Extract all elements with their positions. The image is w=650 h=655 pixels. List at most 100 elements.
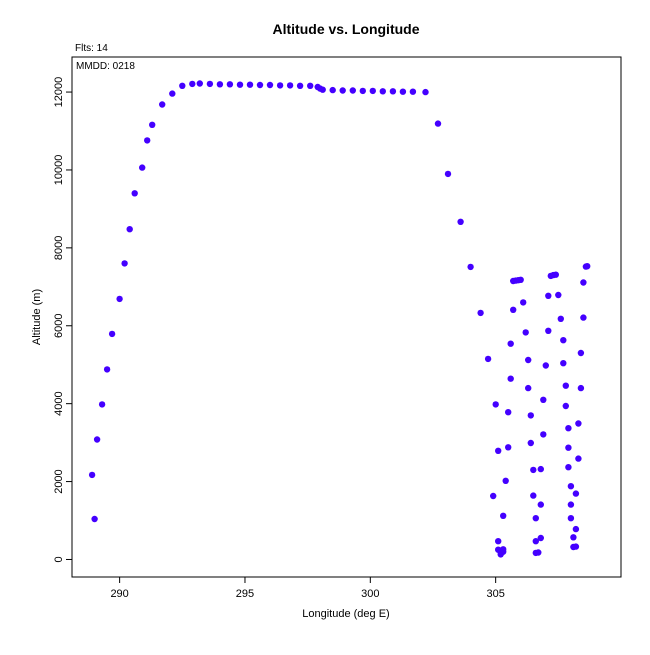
data-point — [542, 362, 549, 369]
data-point — [530, 466, 537, 474]
data-point — [422, 88, 429, 96]
data-point — [562, 382, 569, 389]
data-point — [505, 444, 512, 451]
data-point — [580, 314, 587, 321]
data-point — [552, 271, 559, 278]
x-tick-label: 305 — [486, 588, 504, 600]
data-point — [159, 101, 166, 108]
data-point — [266, 81, 274, 89]
data-point — [520, 299, 527, 306]
data-point — [196, 80, 203, 87]
data-point — [510, 306, 517, 313]
data-point — [527, 439, 534, 447]
data-point — [572, 490, 580, 497]
data-point — [226, 81, 234, 88]
data-point — [189, 80, 196, 88]
data-point — [492, 401, 499, 408]
data-point — [144, 137, 151, 144]
data-point — [179, 82, 186, 90]
data-point — [525, 384, 532, 392]
x-axis: 290 295 300 305 — [110, 576, 505, 600]
data-point — [540, 396, 547, 403]
data-points — [88, 80, 591, 558]
date-label: MMDD: 0218 — [76, 61, 135, 72]
y-tick-label: 8000 — [53, 236, 65, 260]
data-point — [329, 86, 336, 94]
data-point — [545, 292, 552, 299]
data-point — [246, 81, 254, 88]
y-tick-label: 4000 — [53, 391, 65, 415]
data-point — [565, 425, 572, 432]
data-point — [555, 291, 562, 299]
data-point — [409, 88, 417, 95]
data-point — [575, 420, 582, 427]
data-point — [484, 355, 492, 363]
data-point — [149, 121, 156, 128]
x-axis-label: Longitude (deg E) — [302, 608, 389, 620]
data-point — [206, 80, 214, 88]
data-point — [572, 525, 580, 533]
data-point — [495, 447, 502, 454]
data-point — [572, 543, 580, 550]
data-point — [399, 88, 407, 95]
data-point — [93, 436, 101, 443]
data-point — [256, 81, 264, 89]
y-axis: 0 2000 4000 6000 8000 10000 12000 — [53, 77, 73, 563]
data-point — [537, 465, 544, 473]
y-tick-label: 6000 — [53, 314, 65, 338]
data-point — [530, 492, 537, 499]
data-point — [126, 226, 133, 233]
data-point — [108, 330, 116, 338]
data-point — [562, 402, 569, 410]
data-point — [522, 329, 529, 336]
data-point — [525, 356, 532, 364]
data-point — [545, 327, 552, 334]
data-point — [500, 546, 507, 553]
data-point — [121, 260, 128, 267]
data-point — [467, 263, 474, 271]
data-point — [567, 501, 575, 508]
data-point — [577, 349, 585, 357]
data-point — [532, 515, 539, 522]
data-point — [507, 375, 514, 382]
data-point — [91, 515, 98, 523]
data-point — [565, 444, 572, 451]
data-point — [517, 276, 524, 283]
data-point — [236, 81, 244, 88]
data-point — [103, 366, 111, 373]
data-point — [389, 88, 397, 95]
data-point — [339, 87, 346, 94]
data-point — [444, 170, 452, 178]
data-point — [349, 87, 356, 94]
data-point — [319, 86, 326, 93]
data-point — [505, 409, 512, 416]
data-point — [540, 431, 547, 438]
data-point — [307, 82, 314, 90]
data-point — [527, 412, 534, 419]
y-tick-label: 10000 — [53, 155, 65, 186]
data-point — [502, 477, 509, 484]
data-point — [379, 88, 386, 95]
data-point — [359, 87, 366, 95]
data-point — [560, 337, 567, 344]
data-point — [577, 384, 585, 392]
data-point — [490, 492, 497, 500]
data-point — [434, 120, 442, 127]
chart-title: Altitude vs. Longitude — [273, 21, 420, 37]
x-tick-label: 300 — [361, 588, 379, 600]
flights-count-label: Flts: 14 — [75, 43, 108, 54]
data-point — [169, 90, 176, 97]
y-axis-label: Altitude (m) — [31, 289, 43, 345]
data-point — [557, 315, 564, 322]
x-tick-label: 290 — [110, 588, 128, 600]
data-point — [98, 401, 106, 408]
data-point — [296, 82, 304, 90]
data-point — [276, 82, 284, 89]
y-tick-label: 12000 — [53, 77, 65, 108]
data-point — [575, 455, 582, 462]
data-point — [565, 464, 572, 471]
data-point — [495, 538, 502, 545]
